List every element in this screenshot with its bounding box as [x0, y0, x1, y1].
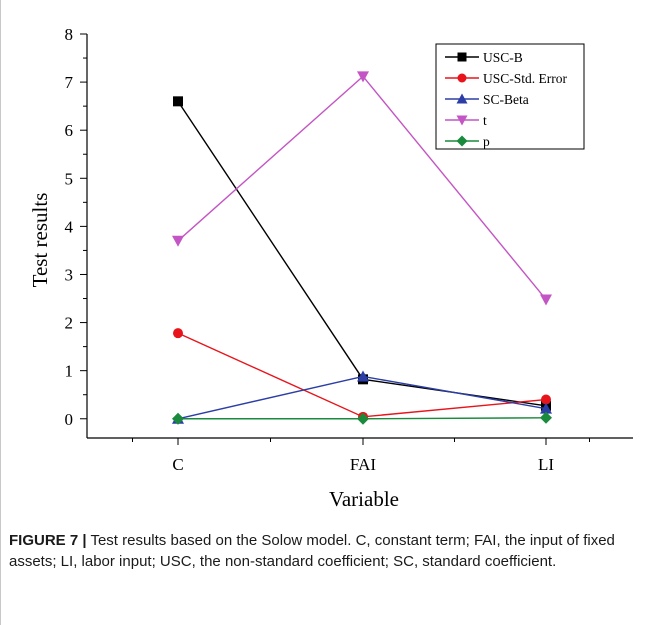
series-t	[172, 71, 552, 306]
series-lines	[172, 71, 552, 425]
y-tick-label: 4	[65, 217, 74, 236]
y-axis-title: Test results	[28, 193, 52, 288]
legend-marker-usc-b	[457, 52, 467, 62]
y-tick-label: 6	[65, 121, 74, 140]
y-tick-label: 5	[65, 169, 74, 188]
data-point-p	[540, 411, 552, 424]
data-point-usc-b	[173, 96, 183, 107]
y-tick-label: 3	[65, 265, 74, 284]
data-point-sc-beta	[357, 370, 369, 382]
data-point-t	[357, 71, 369, 83]
y-tick-label: 1	[65, 362, 74, 381]
x-tick-label: C	[172, 455, 183, 474]
x-tick-label: FAI	[350, 455, 376, 474]
y-tick-label: 0	[65, 410, 74, 429]
legend-label-p: p	[483, 134, 490, 149]
data-point-p	[357, 412, 369, 425]
figure-caption: FIGURE 7 | Test results based on the Sol…	[9, 530, 645, 572]
data-point-p	[172, 412, 184, 425]
figure-caption-label: FIGURE 7 |	[9, 532, 87, 549]
legend-marker-sc-beta	[456, 93, 468, 104]
x-axis-title: Variable	[329, 487, 399, 511]
data-point-t	[172, 235, 184, 247]
legend-label-t: t	[483, 113, 487, 128]
y-tick-label: 2	[65, 314, 74, 333]
legend-label-usc-b: USC-B	[483, 50, 523, 65]
legend-label-usc-std-error: USC-Std. Error	[483, 71, 568, 86]
figure-caption-text: Test results based on the Solow model. C…	[9, 532, 615, 570]
legend-marker-p	[456, 135, 468, 147]
data-point-usc-std-error	[541, 394, 551, 405]
legend-marker-t	[456, 115, 468, 126]
y-tick-label: 7	[65, 73, 74, 92]
data-point-usc-std-error	[173, 328, 183, 339]
axes: 0 1 2 3 4 5 6 7 8 C FAI LI	[65, 25, 633, 474]
y-tick-label: 8	[65, 25, 74, 44]
data-point-sc-beta	[540, 402, 552, 414]
legend-marker-usc-std-error	[457, 73, 467, 83]
x-tick-label: LI	[538, 455, 554, 474]
legend: USC-B USC-Std. Error SC-Beta tp	[435, 43, 585, 150]
legend-label-sc-beta: SC-Beta	[483, 92, 529, 107]
series-p	[172, 411, 552, 425]
data-point-t	[540, 294, 552, 306]
line-chart: 0 1 2 3 4 5 6 7 8 C FAI LI USC-B USC-Std. Error SC-Be…	[28, 25, 633, 511]
